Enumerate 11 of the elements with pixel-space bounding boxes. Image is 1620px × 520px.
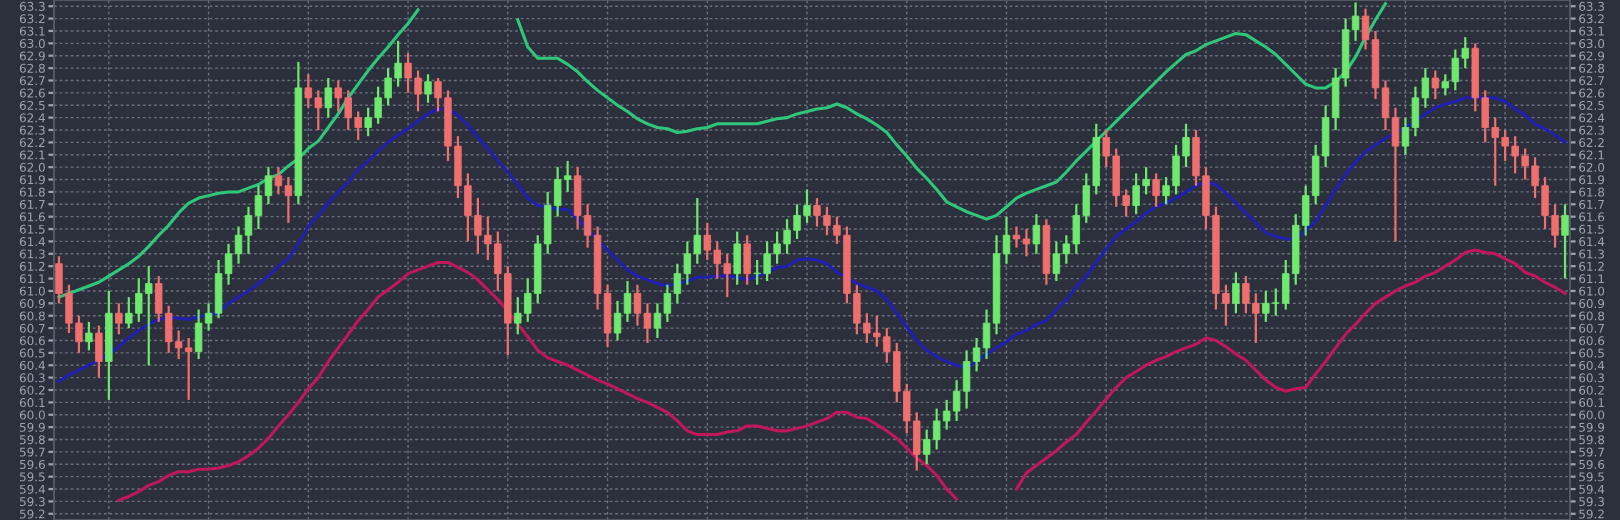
candlestick bbox=[85, 320, 93, 352]
candlestick bbox=[733, 230, 741, 286]
candlestick bbox=[1232, 271, 1240, 315]
candlestick bbox=[1152, 172, 1160, 208]
candlestick bbox=[1032, 213, 1041, 255]
candlestick bbox=[424, 73, 432, 104]
candlestick bbox=[95, 324, 103, 379]
candlestick bbox=[324, 76, 332, 119]
candlestick bbox=[115, 302, 123, 336]
candlestick bbox=[1431, 69, 1440, 101]
candlestick bbox=[743, 234, 751, 286]
